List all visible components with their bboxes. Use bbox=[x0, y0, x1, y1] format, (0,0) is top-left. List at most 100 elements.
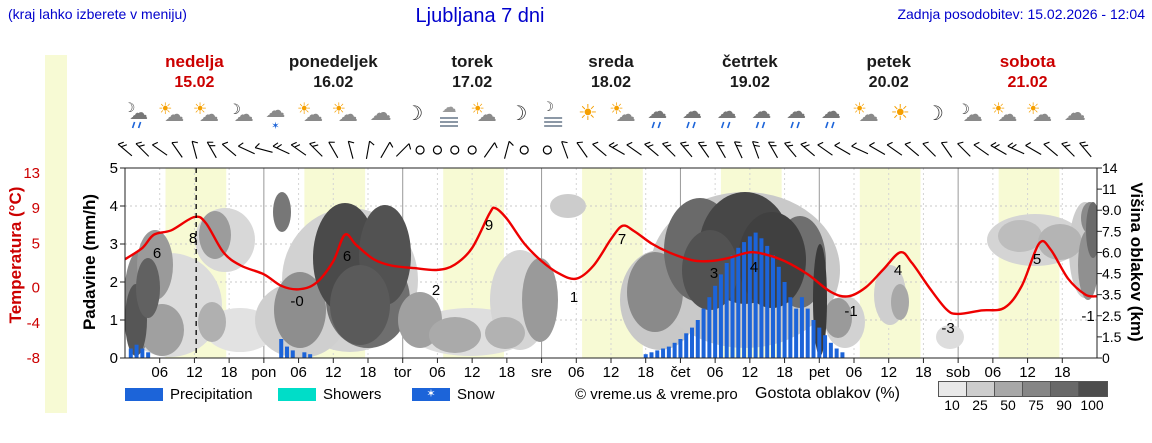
svg-text:☁: ☁ bbox=[647, 99, 667, 123]
location-hint: (kraj lahko izberete v meniju) bbox=[8, 6, 187, 22]
temperature-curve bbox=[125, 206, 1097, 316]
cloud-rain-icon: ☁ bbox=[821, 99, 841, 129]
svg-text:☀: ☀ bbox=[890, 101, 910, 126]
sun-icon: ☀ bbox=[890, 101, 910, 126]
page-title: Ljubljana 7 dni bbox=[415, 5, 545, 27]
svg-text:-1: -1 bbox=[1081, 308, 1094, 325]
svg-text:☀: ☀ bbox=[578, 101, 598, 126]
day-header-nedelja: nedelja 15.02 bbox=[125, 51, 264, 94]
day-date: 21.02 bbox=[1007, 74, 1048, 92]
moon-cloud-icon: ☽☁ bbox=[228, 102, 253, 126]
svg-text:18: 18 bbox=[360, 364, 377, 381]
moon-icon: ☽ bbox=[405, 101, 423, 125]
svg-text:☀: ☀ bbox=[471, 99, 485, 118]
svg-text:☀: ☀ bbox=[1026, 99, 1040, 118]
plot-frame bbox=[120, 167, 1102, 363]
cloud-density-scale-value: 100 bbox=[1080, 397, 1104, 413]
svg-text:☁: ☁ bbox=[717, 99, 737, 123]
svg-text:12: 12 bbox=[325, 364, 342, 381]
svg-text:čet: čet bbox=[670, 364, 691, 381]
copyright-link[interactable]: © vreme.us & vreme.pro bbox=[575, 386, 738, 403]
cloud-icon: ☁ bbox=[370, 101, 392, 126]
sun-cloud-icon: ☀☁ bbox=[471, 99, 497, 126]
svg-text:06: 06 bbox=[846, 364, 863, 381]
svg-text:0: 0 bbox=[32, 280, 40, 297]
svg-text:☁: ☁ bbox=[265, 98, 285, 122]
cloud-density-scale-value: 75 bbox=[1028, 397, 1044, 413]
svg-text:06: 06 bbox=[985, 364, 1002, 381]
svg-text:6: 6 bbox=[153, 245, 161, 262]
svg-text:☁: ☁ bbox=[997, 102, 1017, 126]
day-date: 15.02 bbox=[174, 74, 215, 92]
svg-text:3: 3 bbox=[710, 265, 718, 282]
day-header-torek: torek 17.02 bbox=[403, 51, 542, 94]
fog-icon: ☁ bbox=[440, 98, 458, 127]
cloud-density-scale-value: 90 bbox=[1056, 397, 1072, 413]
showers-legend-label: Showers bbox=[323, 386, 382, 403]
svg-text:0: 0 bbox=[1102, 350, 1110, 366]
cloud-rain-icon: ☁ bbox=[682, 99, 702, 129]
svg-text:18: 18 bbox=[1054, 364, 1071, 381]
svg-text:☁: ☁ bbox=[682, 99, 702, 123]
svg-text:06: 06 bbox=[707, 364, 724, 381]
svg-text:✶: ✶ bbox=[271, 121, 279, 132]
svg-text:☁: ☁ bbox=[199, 102, 219, 126]
svg-text:☀: ☀ bbox=[991, 99, 1005, 118]
svg-text:18: 18 bbox=[221, 364, 238, 381]
cloud-rain-icon: ☁ bbox=[751, 99, 771, 129]
moon-cloud-icon: ☽☁ bbox=[957, 102, 982, 126]
svg-text:☀: ☀ bbox=[158, 99, 172, 118]
svg-text:☽: ☽ bbox=[926, 101, 944, 125]
day-date: 18.02 bbox=[590, 74, 631, 92]
svg-text:pon: pon bbox=[251, 364, 276, 381]
day-date: 17.02 bbox=[452, 74, 493, 92]
svg-text:9: 9 bbox=[485, 217, 493, 234]
svg-text:-3: -3 bbox=[941, 320, 954, 337]
svg-text:☽: ☽ bbox=[957, 102, 970, 118]
svg-text:3: 3 bbox=[110, 236, 118, 253]
cloud-density-scale-value: 25 bbox=[972, 397, 988, 413]
svg-text:☀: ☀ bbox=[332, 99, 346, 118]
svg-text:☀: ☀ bbox=[852, 99, 866, 118]
svg-text:☀: ☀ bbox=[193, 99, 207, 118]
svg-text:☽: ☽ bbox=[228, 102, 241, 118]
precipitation-legend-swatch bbox=[125, 388, 163, 401]
svg-text:tor: tor bbox=[394, 364, 412, 381]
cloud-snow-icon: ☁✶ bbox=[265, 98, 285, 132]
moon-icon: ☽ bbox=[509, 101, 527, 125]
svg-text:2.5: 2.5 bbox=[1102, 308, 1122, 324]
day-name: sreda bbox=[588, 52, 634, 71]
sun-cloud-icon: ☀☁ bbox=[991, 99, 1017, 126]
svg-text:☁: ☁ bbox=[616, 102, 636, 126]
precipitation-legend-label: Precipitation bbox=[170, 386, 253, 403]
svg-text:☁: ☁ bbox=[129, 102, 148, 124]
svg-text:5: 5 bbox=[32, 235, 40, 252]
svg-text:13: 13 bbox=[23, 165, 40, 182]
cloud-density-scale-cell bbox=[994, 381, 1023, 397]
svg-text:2: 2 bbox=[110, 274, 118, 291]
cloud-density-scale-cell bbox=[1050, 381, 1079, 397]
left-margin-band bbox=[45, 55, 67, 413]
svg-text:12: 12 bbox=[880, 364, 897, 381]
svg-text:4: 4 bbox=[110, 198, 118, 215]
svg-text:sre: sre bbox=[531, 364, 552, 381]
svg-text:☽: ☽ bbox=[542, 100, 554, 115]
day-date: 20.02 bbox=[868, 74, 909, 92]
svg-text:☽: ☽ bbox=[509, 101, 527, 125]
svg-text:☽: ☽ bbox=[405, 101, 423, 125]
svg-text:☁: ☁ bbox=[338, 102, 358, 126]
day-header-sobota: sobota 21.02 bbox=[958, 51, 1097, 94]
svg-text:4: 4 bbox=[894, 262, 902, 279]
svg-text:☁: ☁ bbox=[821, 99, 841, 123]
svg-text:☀: ☀ bbox=[609, 99, 623, 118]
svg-text:1: 1 bbox=[110, 312, 118, 329]
day-date: 16.02 bbox=[313, 74, 354, 92]
svg-text:3.5: 3.5 bbox=[1102, 287, 1122, 303]
svg-text:☁: ☁ bbox=[963, 102, 983, 126]
svg-text:18: 18 bbox=[915, 364, 932, 381]
svg-text:☁: ☁ bbox=[442, 98, 457, 116]
weather-icons: ☽☁ ☀☁ ☀☁ ☽☁ ☁✶☀☁ ☀☁ ☁ ☽ ☁ ☀☁ ☽ ☽ ☀ ☀☁ ☁ ☁ ☁ ☁ ☁ ☁ ☀☁ ☀ ☽ ☽☁ ☀☁ ☀☁… bbox=[124, 98, 1086, 132]
cloud-density-scale-value: 10 bbox=[944, 397, 960, 413]
svg-text:06: 06 bbox=[151, 364, 168, 381]
